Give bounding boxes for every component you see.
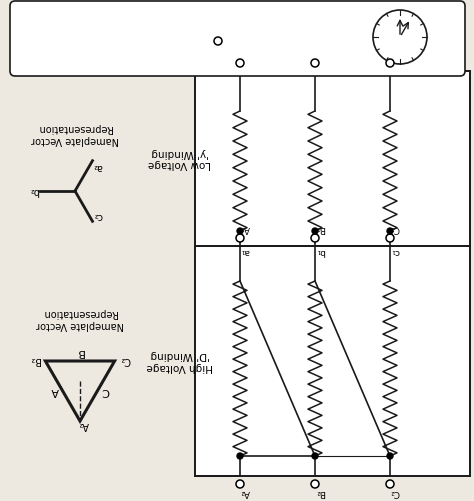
Circle shape (386, 234, 394, 242)
Circle shape (214, 37, 222, 45)
Text: c₂: c₂ (93, 211, 102, 221)
Text: C: C (101, 386, 109, 396)
Text: A₂: A₂ (240, 487, 250, 496)
Circle shape (237, 453, 243, 459)
Text: High Voltage
'D' Winding: High Voltage 'D' Winding (147, 350, 213, 372)
Text: C₁: C₁ (390, 223, 400, 232)
Text: The vector symbol Dy11 is derived
from symbols 'D' and 'y' that denote
the windi: The vector symbol Dy11 is derived from s… (111, 5, 257, 45)
Circle shape (386, 59, 394, 67)
Text: 9: 9 (379, 33, 383, 42)
Circle shape (236, 59, 244, 67)
Text: c₁: c₁ (391, 246, 399, 256)
Text: -L.V-: -L.V- (402, 35, 416, 40)
Text: A₂: A₂ (79, 420, 89, 430)
Text: a₁: a₁ (240, 246, 250, 256)
Circle shape (387, 228, 393, 234)
Circle shape (373, 10, 427, 64)
FancyBboxPatch shape (195, 246, 470, 476)
Circle shape (387, 453, 393, 459)
Text: C₂: C₂ (390, 487, 400, 496)
Text: 11: 11 (386, 16, 395, 25)
Text: A₁: A₁ (240, 223, 250, 232)
Text: b₁: b₁ (315, 246, 325, 256)
Circle shape (312, 228, 318, 234)
Circle shape (236, 234, 244, 242)
Text: b₂: b₂ (29, 186, 39, 196)
Text: A: A (51, 386, 58, 396)
Circle shape (311, 480, 319, 488)
Text: Nameplate Vector
Representation: Nameplate Vector Representation (36, 308, 124, 330)
Circle shape (312, 453, 318, 459)
FancyBboxPatch shape (10, 1, 465, 76)
Text: B: B (76, 347, 84, 357)
Text: B₂: B₂ (315, 487, 325, 496)
Text: 6: 6 (398, 52, 402, 61)
Text: c₂: c₂ (391, 49, 399, 58)
Text: H.V: H.V (387, 35, 397, 40)
Text: NOTE: NOTE (168, 9, 200, 19)
Text: B₁: B₁ (315, 223, 325, 232)
Text: C₂: C₂ (119, 355, 130, 365)
Text: Yn: Yn (212, 25, 224, 34)
Text: a₂: a₂ (92, 162, 102, 172)
Circle shape (386, 480, 394, 488)
Text: a₂: a₂ (240, 49, 250, 58)
Circle shape (236, 480, 244, 488)
Text: b₂: b₂ (315, 49, 325, 58)
Text: Nameplate Vector
Representation: Nameplate Vector Representation (31, 123, 119, 145)
Circle shape (311, 234, 319, 242)
Circle shape (237, 228, 243, 234)
Circle shape (311, 59, 319, 67)
Text: 3: 3 (417, 33, 421, 42)
Text: Low Voltage
'y' Winding: Low Voltage 'y' Winding (148, 148, 211, 169)
FancyBboxPatch shape (195, 71, 470, 246)
Text: B₂: B₂ (30, 355, 40, 365)
